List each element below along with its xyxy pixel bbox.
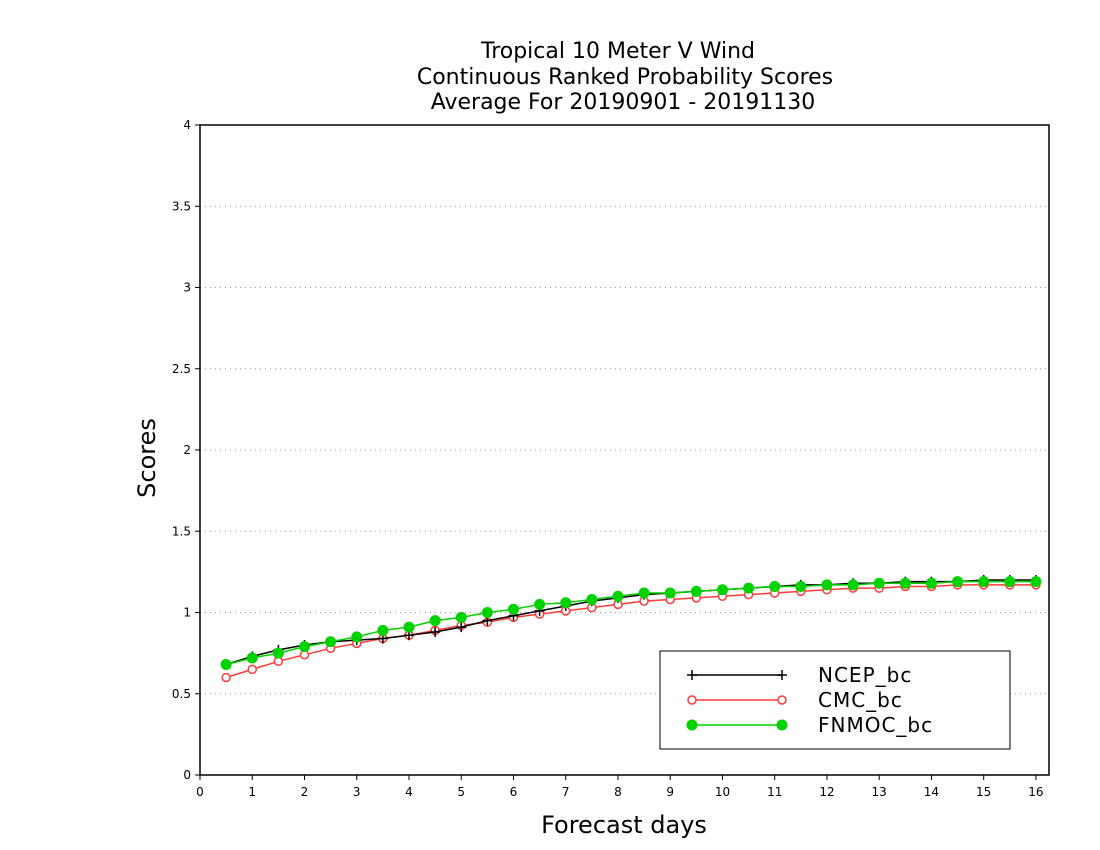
- series-fnmoc-bc: [220, 576, 1042, 670]
- y-tick-label: 1: [183, 606, 191, 620]
- data-point: [247, 664, 257, 675]
- data-point: [687, 695, 697, 705]
- data-point: [664, 587, 676, 599]
- x-tick-label: 4: [405, 785, 413, 799]
- data-point: [455, 611, 467, 623]
- legend-label: CMC_bc: [818, 688, 903, 712]
- data-point: [776, 719, 788, 731]
- legend-label: FNMOC_bc: [818, 713, 933, 737]
- y-tick-label: 2.5: [172, 362, 191, 376]
- title-line-1: Tropical 10 Meter V Wind: [480, 39, 755, 64]
- x-tick-label: 8: [614, 785, 622, 799]
- legend-item-ncep-bc: NCEP_bc: [687, 663, 912, 687]
- data-point: [377, 624, 389, 636]
- data-point: [560, 597, 572, 609]
- legend-label: NCEP_bc: [818, 663, 912, 687]
- x-axis-label: Forecast days: [541, 811, 707, 839]
- x-tick-label: 0: [196, 785, 204, 799]
- x-tick-label: 15: [976, 785, 991, 799]
- x-tick-label: 5: [457, 785, 465, 799]
- x-axis-ticks: 0 1 2 3 4 5 6 7 8 9 10 11 12 13 14 15 16: [196, 775, 1044, 799]
- data-point: [403, 621, 415, 633]
- x-tick-label: 14: [924, 785, 939, 799]
- data-point: [612, 590, 624, 602]
- x-tick-label: 12: [819, 785, 834, 799]
- data-point: [795, 581, 807, 592]
- data-point: [429, 615, 441, 627]
- data-point: [534, 598, 546, 610]
- title-line-3: Average For 20190901 - 20191130: [431, 90, 816, 115]
- data-point: [1030, 576, 1042, 588]
- data-point: [978, 576, 990, 588]
- data-point: [925, 577, 937, 589]
- title-line-2: Continuous Ranked Probability Scores: [417, 65, 833, 90]
- data-series: [220, 575, 1042, 683]
- data-point: [246, 652, 258, 664]
- data-point: [220, 659, 232, 670]
- x-tick-label: 6: [510, 785, 518, 799]
- data-point: [687, 670, 697, 680]
- data-point: [686, 719, 698, 731]
- data-point: [430, 627, 441, 637]
- data-point: [638, 587, 650, 599]
- x-tick-label: 2: [301, 785, 309, 799]
- data-point: [899, 577, 911, 589]
- data-point: [769, 581, 781, 592]
- data-point: [351, 631, 363, 643]
- gridlines: [200, 205, 1049, 695]
- chart-title: Tropical 10 Meter V Wind Continuous Rank…: [417, 39, 833, 115]
- x-tick-label: 1: [248, 785, 256, 799]
- data-point: [481, 607, 493, 618]
- data-point: [847, 579, 859, 591]
- data-point: [690, 585, 702, 597]
- y-tick-label: 2: [183, 443, 191, 457]
- data-point: [873, 577, 885, 589]
- data-point: [716, 584, 728, 596]
- y-axis-ticks: 0 0.5 1 1.5 2 2.5 3 3.5 4: [172, 118, 200, 782]
- data-point: [221, 672, 231, 683]
- y-tick-label: 3.5: [172, 199, 191, 213]
- y-tick-label: 0.5: [172, 687, 191, 701]
- x-tick-label: 7: [562, 785, 570, 799]
- legend-item-cmc-bc: CMC_bc: [687, 688, 903, 712]
- data-point: [952, 576, 964, 588]
- data-point: [586, 594, 598, 605]
- x-tick-label: 13: [872, 785, 887, 799]
- data-point: [298, 641, 310, 653]
- y-tick-label: 0: [183, 768, 191, 782]
- x-tick-label: 9: [666, 785, 674, 799]
- data-point: [507, 603, 519, 615]
- y-tick-label: 1.5: [172, 524, 191, 538]
- y-tick-label: 3: [183, 281, 191, 295]
- y-axis-label: Scores: [133, 418, 161, 498]
- data-point: [325, 636, 337, 648]
- x-tick-label: 10: [715, 785, 730, 799]
- x-tick-label: 3: [353, 785, 361, 799]
- data-point: [743, 582, 755, 594]
- x-tick-label: 11: [767, 785, 782, 799]
- data-point: [272, 647, 284, 659]
- y-tick-label: 4: [183, 118, 191, 132]
- data-point: [777, 670, 787, 680]
- legend-item-fnmoc-bc: FNMOC_bc: [686, 713, 933, 737]
- data-point: [456, 622, 467, 633]
- data-point: [821, 579, 833, 591]
- x-tick-label: 16: [1028, 785, 1043, 799]
- data-point: [1004, 576, 1016, 588]
- data-point: [777, 695, 787, 705]
